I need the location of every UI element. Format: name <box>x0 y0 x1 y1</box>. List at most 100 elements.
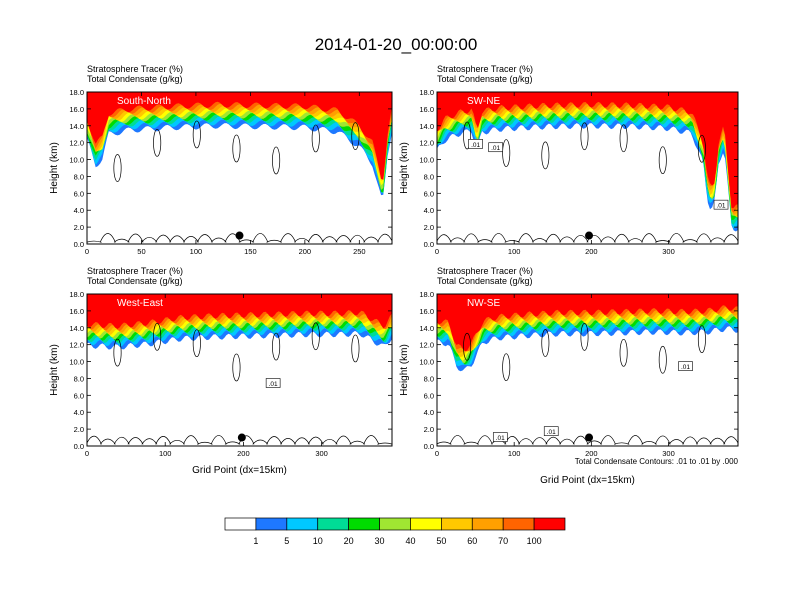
y-tick-label: 10.0 <box>419 156 434 165</box>
location-marker <box>585 231 594 240</box>
y-tick-label: 16.0 <box>69 105 84 114</box>
tracer-cap <box>87 92 392 99</box>
y-axis-label: Height (km) <box>399 142 410 194</box>
x-tick-label: 300 <box>662 449 675 458</box>
tracer-band-10 <box>87 92 392 180</box>
y-tick-label: 8.0 <box>74 374 84 383</box>
panel-name: NW-SE <box>467 298 500 309</box>
contour-note: Total Condensate Contours: .01 to .01 by… <box>575 457 739 466</box>
y-tick-label: 2.0 <box>74 425 84 434</box>
tracer-cap <box>437 92 738 99</box>
y-tick-label: 18.0 <box>69 88 84 97</box>
tracer-band-10 <box>87 294 392 329</box>
y-tick-label: 4.0 <box>424 408 434 417</box>
contour-label-box <box>678 361 693 371</box>
contour-label: .01 <box>496 435 505 442</box>
contour-label: .01 <box>681 364 690 371</box>
panel-title-line: Total Condensate (g/kg) <box>437 74 533 84</box>
y-tick-label: 6.0 <box>424 189 434 198</box>
y-tick-label: 12.0 <box>419 341 434 350</box>
condensate-contours <box>437 323 738 445</box>
contour-label: .01 <box>547 429 556 436</box>
y-tick-label: 2.0 <box>424 223 434 232</box>
panel-name: West-East <box>117 298 163 309</box>
panel-title-line: Stratosphere Tracer (%) <box>437 64 533 74</box>
colorbar-label: 100 <box>527 536 542 546</box>
colorbar-swatch <box>317 517 349 531</box>
contour-label: .01 <box>491 145 500 152</box>
y-axis-label: Height (km) <box>399 344 410 396</box>
x-tick-label: 0 <box>435 247 439 256</box>
y-tick-label: 0.0 <box>74 442 84 451</box>
colorbar-swatch <box>286 517 319 531</box>
tracer-band-10 <box>437 92 738 209</box>
y-tick-label: 10.0 <box>69 156 84 165</box>
y-tick-label: 6.0 <box>74 391 84 400</box>
figure-title: 2014-01-20_00:00:00 <box>315 35 478 54</box>
y-tick-label: 18.0 <box>419 88 434 97</box>
panel-title-line: Total Condensate (g/kg) <box>437 276 533 286</box>
y-tick-label: 14.0 <box>69 324 84 333</box>
x-tick-label: 250 <box>353 247 366 256</box>
y-tick-label: 18.0 <box>419 290 434 299</box>
colorbar-swatch <box>533 517 566 531</box>
condensate-contours <box>437 121 738 243</box>
tracer-band-10 <box>437 294 738 352</box>
y-tick-label: 6.0 <box>74 189 84 198</box>
tracer-band-2 <box>437 92 738 229</box>
colorbar-label: 40 <box>405 536 415 546</box>
x-tick-label: 100 <box>508 449 521 458</box>
plot-frame <box>86 293 393 447</box>
colorbar-swatch <box>224 517 257 531</box>
y-axis-label: Height (km) <box>49 344 60 396</box>
x-axis-label: Grid Point (dx=15km) <box>192 465 287 476</box>
y-tick-label: 16.0 <box>419 105 434 114</box>
location-marker <box>585 433 594 442</box>
colorbar-label: 10 <box>313 536 323 546</box>
tracer-band-7 <box>87 92 392 181</box>
contour-label-box <box>543 426 559 436</box>
y-tick-label: 8.0 <box>74 172 84 181</box>
location-marker <box>235 231 244 240</box>
condensate-contours <box>87 120 392 243</box>
colorbar-label: 70 <box>498 536 508 546</box>
plot-frame <box>86 91 393 245</box>
panel-title-line: Stratosphere Tracer (%) <box>87 64 183 74</box>
panel-sw-ne: .01 .01 .01 SW-NE Stratosphere Tracer (%)Tot… <box>399 64 739 256</box>
y-tick-label: 4.0 <box>74 408 84 417</box>
x-tick-label: 300 <box>662 247 675 256</box>
colorbar-label: 60 <box>467 536 477 546</box>
contour-label-box <box>713 199 729 210</box>
y-tick-label: 4.0 <box>424 206 434 215</box>
colorbar-swatch <box>441 517 473 531</box>
y-axis-label: Height (km) <box>49 142 60 194</box>
colorbar-label: 5 <box>284 536 289 546</box>
contour-label: .01 <box>471 142 480 149</box>
panel-name: South-North <box>117 96 171 107</box>
x-tick-label: 300 <box>315 449 328 458</box>
contour-label-box <box>492 432 508 442</box>
x-tick-label: 100 <box>508 247 521 256</box>
contour-label-box <box>265 378 281 388</box>
y-tick-label: 16.0 <box>69 307 84 316</box>
x-tick-label: 150 <box>244 247 257 256</box>
location-marker <box>237 433 246 442</box>
y-tick-label: 14.0 <box>419 122 434 131</box>
x-tick-label: 200 <box>237 449 250 458</box>
y-tick-label: 18.0 <box>69 290 84 299</box>
colorbar-label: 20 <box>344 536 354 546</box>
colorbar-label: 50 <box>436 536 446 546</box>
contour-label-box <box>488 142 503 153</box>
panel-title-line: Stratosphere Tracer (%) <box>87 266 183 276</box>
y-tick-label: 16.0 <box>419 307 434 316</box>
colorbar-swatch <box>502 517 535 531</box>
x-tick-label: 200 <box>299 247 312 256</box>
tracer-cap <box>437 294 738 301</box>
x-tick-label: 50 <box>137 247 145 256</box>
x-tick-label: 100 <box>159 449 172 458</box>
colorbar-swatch <box>379 517 411 531</box>
x-tick-label: 0 <box>85 449 89 458</box>
colorbar: 1 5 10 20 30 40 50 60 70 100 <box>224 517 566 546</box>
